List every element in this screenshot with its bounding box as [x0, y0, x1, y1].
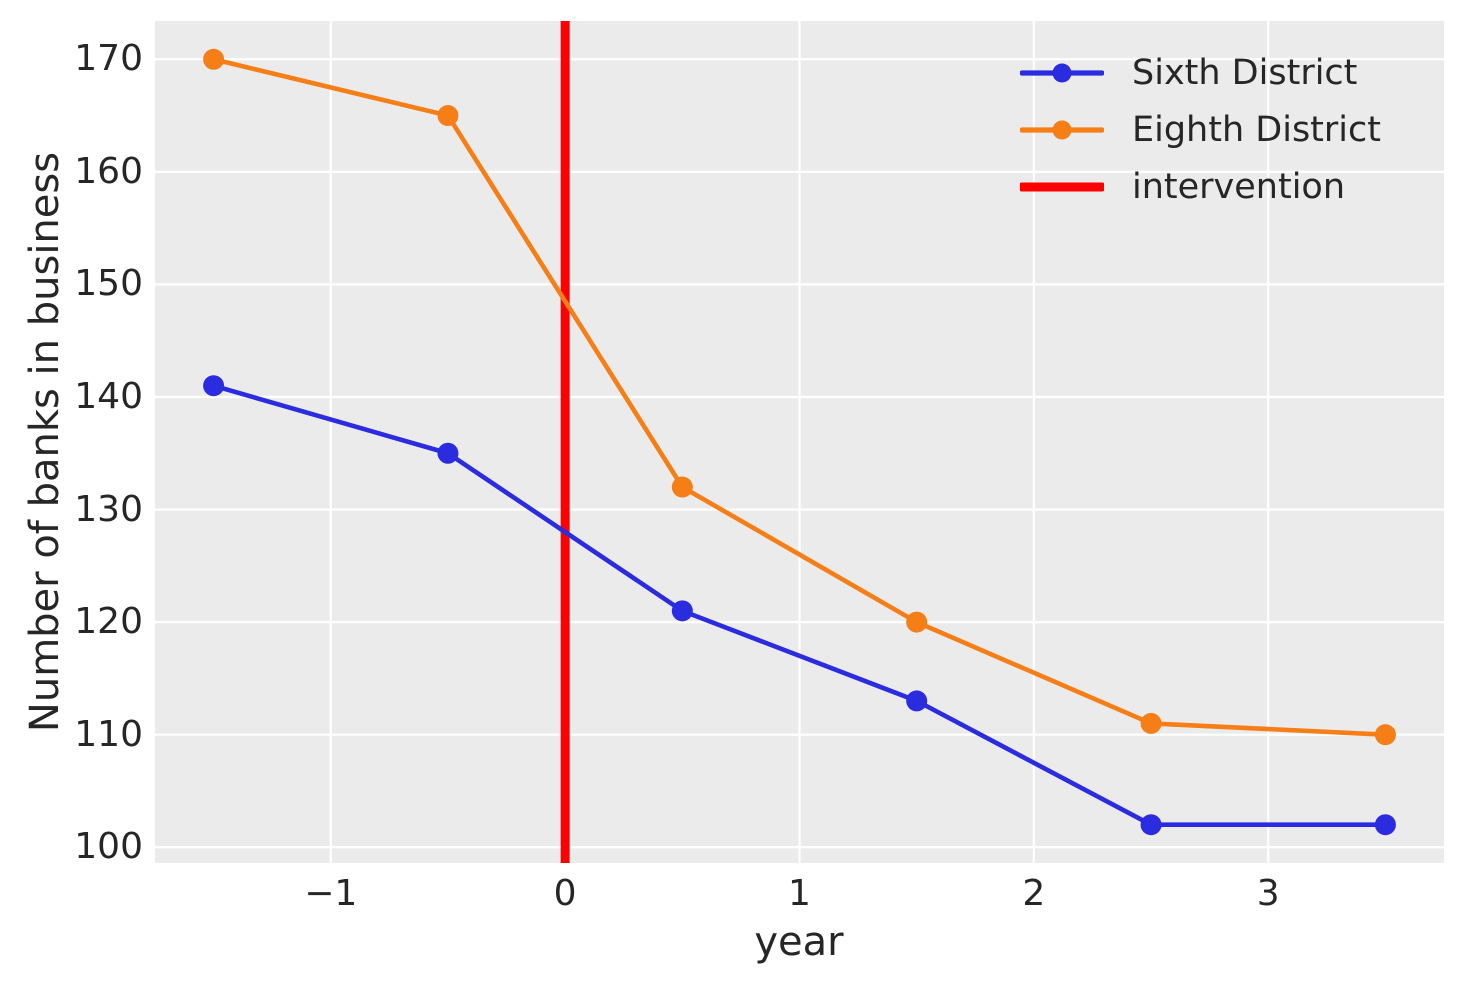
sixth-district-marker — [437, 442, 459, 464]
legend-entry-intervention: intervention — [1020, 158, 1381, 215]
legend: Sixth District Eighth District interventio… — [1020, 44, 1381, 215]
y-tick-label: 170 — [74, 38, 143, 80]
legend-entry-eighth-district: Eighth District — [1020, 101, 1381, 158]
intervention-legend-sample-icon — [1020, 182, 1104, 191]
y-tick-label: 110 — [74, 713, 143, 755]
y-tick-label: 140 — [74, 375, 143, 417]
x-tick-label: −1 — [304, 873, 358, 914]
sixth-district-marker — [1140, 814, 1162, 836]
y-tick-label: 130 — [74, 488, 143, 530]
y-tick-label: 100 — [74, 826, 143, 868]
eighth-district-marker — [203, 48, 225, 70]
sixth-district-marker — [671, 600, 693, 622]
eighth-district-line — [213, 57, 1386, 737]
y-axis-label: Number of banks in business — [22, 151, 68, 733]
y-tick-label: 150 — [74, 263, 143, 305]
sixth-district-marker — [1374, 814, 1396, 836]
eighth-district-marker — [1374, 724, 1396, 746]
y-tick-label: 120 — [74, 601, 143, 643]
legend-entry-sixth-district: Sixth District — [1020, 44, 1381, 101]
eighth-district-marker — [437, 105, 459, 127]
sixth-district-legend-sample-icon — [1020, 63, 1104, 82]
eighth-district-marker — [906, 611, 928, 633]
x-tick-label: 0 — [553, 873, 577, 914]
eighth-district-legend-sample-icon — [1020, 120, 1104, 139]
eighth-district-marker — [671, 476, 693, 498]
x-tick-label: 2 — [1022, 873, 1046, 914]
legend-label-eighth-district: Eighth District — [1132, 109, 1381, 150]
x-axis-label: year — [754, 919, 844, 965]
chart-canvas — [155, 21, 1444, 863]
x-tick-label: 3 — [1256, 873, 1280, 914]
sixth-district-marker — [203, 375, 225, 397]
legend-label-intervention: intervention — [1132, 166, 1346, 207]
plot-area — [155, 21, 1444, 863]
eighth-district-marker — [1140, 712, 1162, 734]
legend-label-sixth-district: Sixth District — [1132, 52, 1358, 93]
sixth-district-marker — [906, 690, 928, 712]
y-tick-label: 160 — [74, 150, 143, 192]
x-tick-label: 1 — [788, 873, 811, 914]
sixth-district-line — [212, 383, 1386, 828]
